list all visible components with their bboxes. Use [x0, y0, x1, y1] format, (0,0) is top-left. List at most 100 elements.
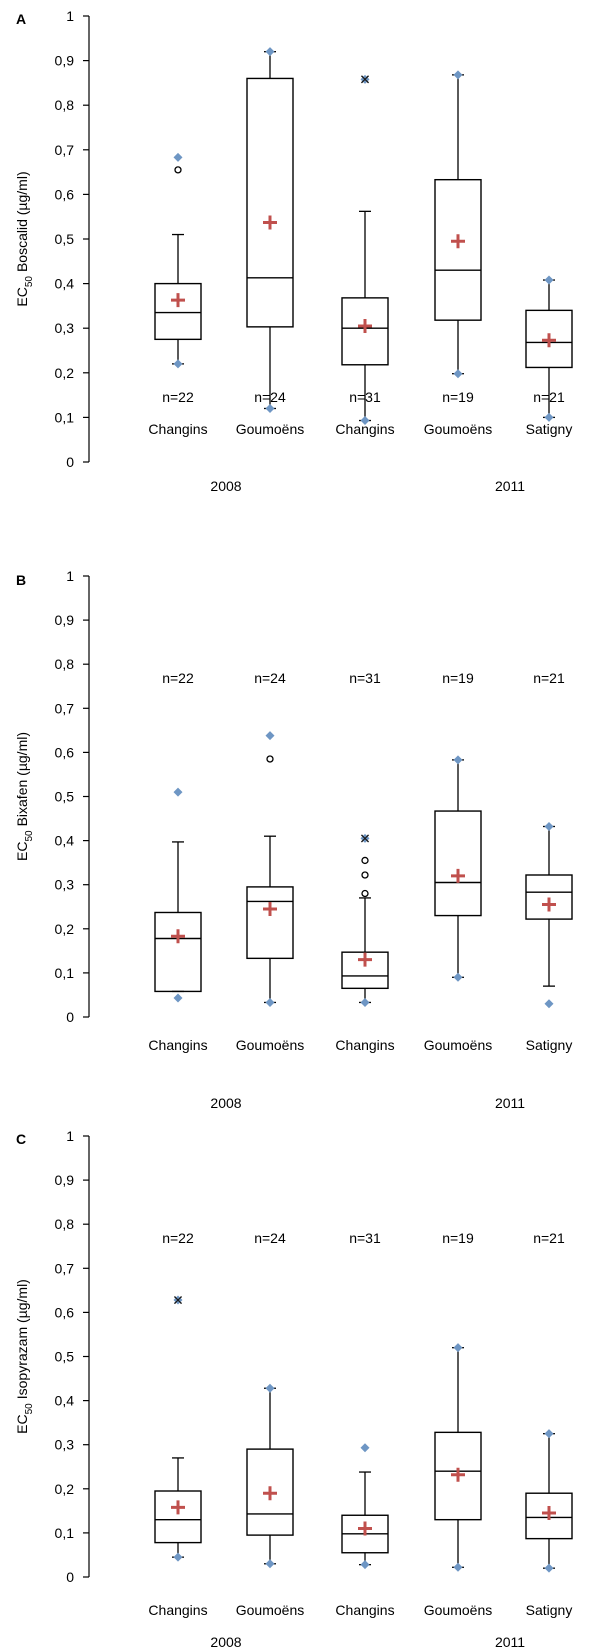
y-axis-title: EC50Isopyrazam (µg/ml) — [14, 1279, 35, 1434]
sample-size-label: n=31 — [349, 670, 381, 686]
mean-plus-cross-icon — [263, 901, 277, 916]
sample-size-label: n=31 — [349, 1230, 381, 1246]
min-diamond-icon — [360, 1560, 370, 1570]
iqr-box — [434, 178, 482, 321]
y-tick-label: 0,4 — [55, 833, 75, 849]
box-2: n=24 Goumoëns — [236, 1230, 304, 1618]
y-tick-label: 0,8 — [55, 656, 75, 672]
max-diamond-icon — [453, 1343, 463, 1353]
max-diamond-icon — [544, 275, 554, 285]
mean-plus-cross-icon — [542, 897, 556, 912]
box-5: n=21 Satigny — [525, 275, 573, 437]
max-diamond-icon — [453, 70, 463, 80]
iqr-box — [341, 951, 389, 990]
y-tick-label: 0,2 — [55, 1481, 75, 1497]
min-diamond-icon — [265, 403, 275, 413]
min-diamond-icon — [544, 1563, 554, 1573]
iqr-box — [434, 810, 482, 917]
min-diamond-icon — [453, 1562, 463, 1572]
iqr-box — [434, 1431, 482, 1521]
max-diamond-icon — [173, 787, 183, 797]
x-category-label: Satigny — [526, 421, 573, 437]
box-4: n=19 Goumoëns — [424, 70, 492, 437]
mean-plus-cross-icon — [451, 1467, 465, 1482]
max-diamond-icon — [265, 731, 275, 741]
mean-plus-cross-icon — [451, 868, 465, 883]
open-circle-icon — [174, 166, 182, 174]
sample-size-label: n=22 — [162, 389, 194, 405]
y-tick-label: 0,4 — [55, 1393, 75, 1409]
y-tick-label: 0,5 — [55, 231, 75, 247]
iqr-box — [341, 297, 389, 366]
y-tick-label: 0,5 — [55, 789, 75, 805]
year-label: 2011 — [495, 1095, 525, 1111]
y-axis-title: EC50Boscalid (µg/ml) — [14, 171, 35, 306]
x-category-label: Goumoëns — [424, 421, 492, 437]
open-circle-icon — [266, 755, 274, 763]
sample-size-label: n=21 — [533, 1230, 565, 1246]
box-5: n=21 Satigny — [525, 670, 573, 1053]
y-tick-label: 0,7 — [55, 700, 75, 716]
sample-size-label: n=22 — [162, 1230, 194, 1246]
year-label: 2008 — [210, 478, 241, 494]
mean-plus-cross-icon — [542, 333, 556, 348]
year-label: 2008 — [210, 1634, 241, 1650]
iqr-box — [525, 1492, 573, 1540]
outlier-x-icon — [174, 1296, 182, 1304]
sample-size-label: n=19 — [442, 389, 474, 405]
min-diamond-icon — [173, 1552, 183, 1562]
iqr-box — [154, 911, 202, 993]
y-tick-label: 1 — [66, 1128, 74, 1144]
mean-plus-cross-icon — [263, 1486, 277, 1501]
min-diamond-icon — [265, 997, 275, 1007]
y-tick-label: 0,1 — [55, 965, 75, 981]
chart-panel-a: A 0 0,1 0,2 0,3 0,4 0,5 0,6 0,7 0,8 0,9 1 EC50Boscal… — [14, 8, 573, 494]
iqr-box — [154, 1490, 202, 1544]
y-tick-label: 0,3 — [55, 320, 75, 336]
year-label: 2008 — [210, 1095, 241, 1111]
x-category-label: Goumoëns — [424, 1037, 492, 1053]
iqr-box — [154, 282, 202, 341]
x-category-label: Changins — [335, 421, 394, 437]
open-circle-icon — [361, 889, 369, 898]
box-4: n=19 Goumoëns — [424, 1230, 492, 1618]
mean-plus-cross-icon — [451, 234, 465, 249]
sample-size-label: n=19 — [442, 1230, 474, 1246]
mean-plus-cross-icon — [171, 929, 185, 944]
x-category-label: Changins — [148, 1037, 207, 1053]
max-diamond-icon — [544, 821, 554, 831]
max-diamond-icon — [360, 1443, 370, 1453]
box-3: n=31 Changins — [335, 74, 395, 437]
y-tick-label: 0 — [66, 1009, 74, 1025]
sample-size-label: n=22 — [162, 670, 194, 686]
x-category-label: Changins — [148, 421, 207, 437]
min-diamond-icon — [265, 1559, 275, 1569]
open-circle-icon — [361, 856, 369, 865]
year-label: 2011 — [495, 1634, 525, 1650]
x-category-label: Goumoëns — [236, 1037, 304, 1053]
y-tick-label: 0,9 — [55, 53, 75, 69]
y-tick-label: 0,2 — [55, 365, 75, 381]
min-diamond-icon — [544, 999, 554, 1009]
y-tick-label: 1 — [66, 568, 74, 584]
box-1: n=22 Changins — [148, 1230, 207, 1618]
outlier-x-icon — [361, 75, 369, 84]
iqr-box — [525, 309, 573, 369]
y-tick-label: 0,8 — [55, 1216, 75, 1232]
box-1: n=22 Changins — [148, 152, 208, 437]
x-category-label: Changins — [335, 1602, 394, 1618]
box-3: n=31 Changins — [335, 670, 394, 1053]
x-category-label: Goumoëns — [424, 1602, 492, 1618]
x-category-label: Goumoëns — [236, 1602, 304, 1618]
sample-size-label: n=24 — [254, 670, 286, 686]
open-circle-icon — [361, 871, 369, 879]
y-tick-label: 0,2 — [55, 921, 75, 937]
y-tick-label: 0 — [66, 1569, 74, 1585]
max-diamond-icon — [265, 47, 275, 57]
mean-plus-cross-icon — [358, 1521, 372, 1536]
panel-letter: C — [16, 1131, 26, 1147]
x-category-label: Goumoëns — [236, 421, 304, 437]
max-diamond-icon — [544, 1429, 554, 1439]
y-tick-label: 0,4 — [55, 276, 75, 292]
y-tick-label: 0,1 — [55, 1525, 75, 1541]
